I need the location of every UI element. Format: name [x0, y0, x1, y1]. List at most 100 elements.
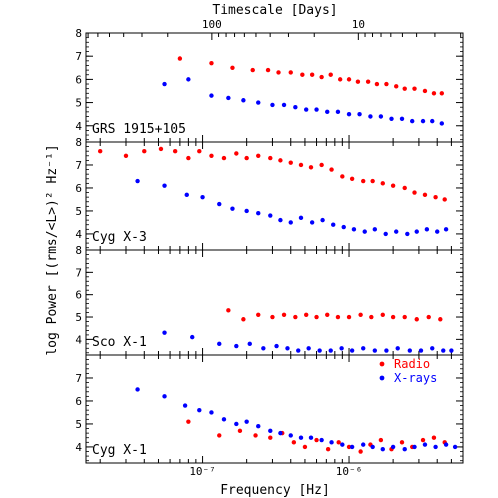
data-point	[390, 444, 396, 450]
data-point	[190, 334, 195, 340]
data-point	[320, 217, 325, 223]
data-point	[441, 348, 446, 353]
data-point	[135, 387, 140, 392]
data-point	[362, 229, 367, 234]
data-point	[221, 417, 227, 422]
y-tick-label: 8	[75, 244, 82, 257]
x-tick-label: 10⁻⁷	[189, 465, 216, 478]
data-point	[298, 435, 304, 440]
data-point	[328, 348, 333, 353]
y-tick-label: 4	[75, 441, 82, 454]
data-point	[328, 72, 333, 77]
y-tick-label: 6	[75, 73, 82, 86]
data-point	[433, 444, 438, 450]
data-point	[296, 348, 301, 353]
data-point	[186, 419, 191, 424]
data-point	[268, 155, 273, 161]
data-point	[197, 148, 202, 154]
data-point	[298, 162, 304, 168]
data-point	[123, 153, 129, 158]
panel-label: Sco X-1	[92, 335, 147, 350]
data-point	[244, 419, 249, 424]
top-tick-label: 10	[352, 18, 365, 31]
data-point	[422, 192, 428, 198]
y-tick-label: 4	[75, 228, 82, 241]
data-point	[433, 194, 438, 200]
data-point	[234, 343, 239, 349]
data-point	[288, 70, 293, 75]
data-point	[368, 114, 373, 119]
data-point	[244, 208, 249, 214]
data-point	[177, 56, 183, 61]
data-point	[281, 102, 287, 108]
data-point	[351, 227, 357, 232]
data-point	[426, 314, 431, 320]
data-point	[278, 430, 283, 436]
data-point	[314, 107, 319, 112]
data-point	[370, 178, 375, 184]
data-point	[302, 444, 308, 450]
data-point	[329, 440, 334, 445]
y-tick-label: 7	[75, 159, 82, 172]
data-point	[370, 444, 375, 450]
data-point	[256, 153, 261, 158]
data-point	[241, 98, 246, 103]
data-point	[237, 428, 243, 434]
data-point	[380, 312, 385, 317]
data-point	[346, 111, 352, 117]
data-point	[304, 312, 309, 317]
y-tick-label: 7	[75, 266, 82, 279]
data-point	[378, 114, 384, 119]
data-point	[325, 447, 331, 452]
y-tick-label: 5	[75, 205, 82, 218]
data-point	[361, 442, 366, 447]
y-tick-label: 5	[75, 418, 82, 431]
data-point	[268, 213, 273, 218]
data-point	[414, 229, 419, 234]
data-point	[346, 314, 352, 320]
data-point	[97, 148, 103, 154]
series-x-rays	[162, 77, 445, 126]
data-point	[405, 231, 410, 237]
data-point	[306, 346, 311, 351]
data-point	[378, 437, 384, 443]
panel-label: Cyg X-3	[92, 230, 147, 245]
panel-1: 4 5 6 7 8 GRS 1915+105	[75, 27, 464, 143]
data-point	[268, 428, 273, 434]
data-point	[335, 314, 341, 320]
data-point	[209, 60, 214, 66]
data-point	[217, 341, 222, 347]
panel-label: Cyg X-1	[92, 443, 147, 458]
data-point	[349, 348, 355, 353]
data-point	[410, 118, 415, 124]
data-point	[319, 74, 324, 80]
data-point	[365, 79, 371, 84]
y-tick-label: 6	[75, 289, 82, 302]
data-point	[319, 162, 324, 168]
data-point	[304, 107, 309, 112]
data-point	[329, 167, 334, 172]
y-tick-label: 5	[75, 97, 82, 110]
data-point	[439, 121, 445, 126]
data-point	[384, 348, 389, 353]
data-point	[270, 314, 275, 320]
data-point	[335, 109, 341, 115]
data-point	[162, 330, 167, 335]
data-point	[361, 346, 366, 351]
series-x-rays	[135, 387, 458, 452]
data-point	[241, 317, 246, 322]
data-point	[361, 178, 366, 184]
data-point	[430, 346, 435, 351]
data-point	[325, 109, 330, 115]
data-point	[399, 116, 405, 122]
data-point	[256, 312, 261, 317]
data-point	[261, 346, 266, 351]
data-point	[182, 403, 188, 408]
data-point	[184, 192, 189, 198]
data-point	[253, 433, 258, 438]
y-tick-label: 8	[75, 27, 82, 40]
data-point	[399, 440, 405, 445]
data-point	[402, 447, 407, 452]
data-point	[158, 146, 164, 152]
